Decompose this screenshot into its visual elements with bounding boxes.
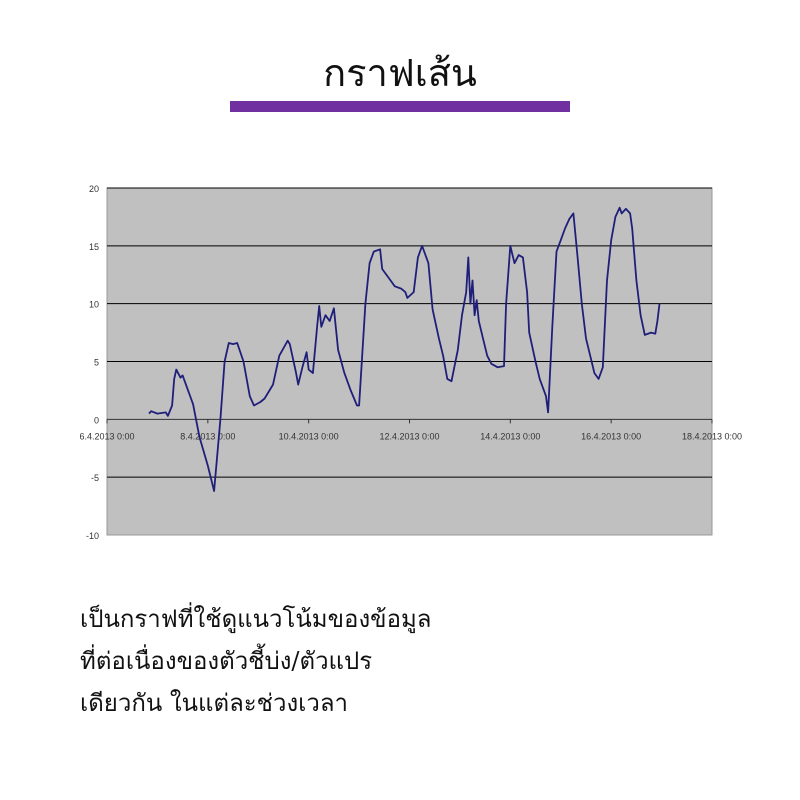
y-tick-label: 5 — [94, 358, 99, 368]
y-tick-label: 15 — [89, 242, 99, 252]
x-tick-label: 12.4.2013 0:00 — [379, 431, 439, 441]
y-tick-label: -10 — [86, 531, 99, 541]
series-line — [148, 206, 661, 492]
x-tick-label: 18.4.2013 0:00 — [682, 431, 742, 441]
body-line: เดียวกัน ในแต่ละช่วงเวลา — [80, 689, 349, 717]
title-underline-bar — [230, 101, 570, 112]
y-tick-label: 0 — [94, 415, 99, 425]
body-line: เป็นกราฟที่ใช้ดูแนวโน้มของข้อมูล — [80, 605, 432, 633]
x-tick-label: 6.4.2013 0:00 — [79, 431, 134, 441]
body-text: เป็นกราฟที่ใช้ดูแนวโน้มของข้อมูล ที่ต่อเ… — [80, 598, 432, 724]
x-tick-label: 14.4.2013 0:00 — [480, 431, 540, 441]
y-tick-label: 20 — [89, 184, 99, 194]
body-line: ที่ต่อเนื่องของตัวชี้บ่ง/ตัวแปร — [80, 647, 373, 675]
x-tick-label: 16.4.2013 0:00 — [581, 431, 641, 441]
x-tick-label: 10.4.2013 0:00 — [279, 431, 339, 441]
x-tick-label: 8.4.2013 0:00 — [180, 431, 235, 441]
y-tick-label: 10 — [89, 300, 99, 310]
slide-title: กราฟเส้น — [323, 51, 477, 95]
y-tick-label: -5 — [91, 473, 99, 483]
